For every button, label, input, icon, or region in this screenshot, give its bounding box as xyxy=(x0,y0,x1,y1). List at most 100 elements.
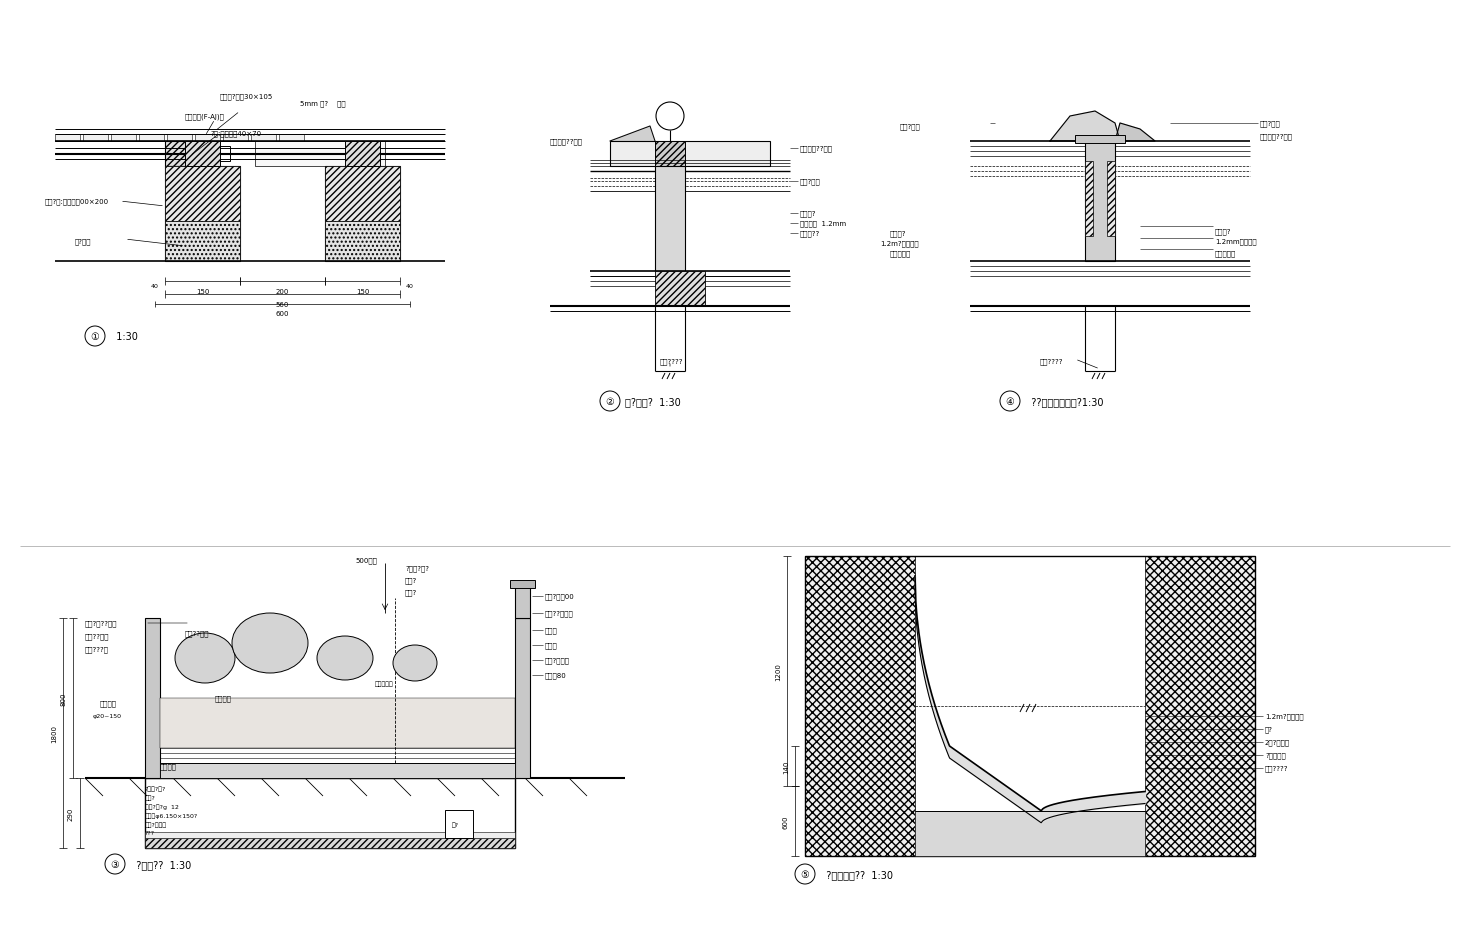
Text: 扶平?: 扶平? xyxy=(405,578,417,584)
Bar xyxy=(511,580,535,589)
Text: 140: 140 xyxy=(783,759,789,773)
Bar xyxy=(164,167,241,262)
Bar xyxy=(1108,162,1115,237)
Bar xyxy=(1146,556,1254,856)
Text: 排水管: 排水管 xyxy=(546,627,557,634)
Text: ?水大??  1:30: ?水大?? 1:30 xyxy=(131,859,191,869)
Ellipse shape xyxy=(317,636,373,680)
Text: 草墙?外??石草: 草墙?外??石草 xyxy=(85,620,117,626)
Text: 扶平?: 扶平? xyxy=(145,795,156,800)
Polygon shape xyxy=(610,127,654,142)
Text: 防水沙?: 防水沙? xyxy=(800,211,817,217)
Bar xyxy=(164,222,241,262)
Bar xyxy=(1086,162,1093,237)
Bar xyxy=(326,222,400,262)
Bar xyxy=(654,142,685,167)
Text: 1800: 1800 xyxy=(51,724,57,742)
Text: 板层?混凝土: 板层?混凝土 xyxy=(546,657,571,664)
Text: 290: 290 xyxy=(67,807,73,820)
Bar xyxy=(345,142,380,167)
Text: 置板土: 置板土 xyxy=(546,642,557,649)
Text: 素碎??碎石: 素碎??碎石 xyxy=(185,630,210,636)
Text: 草墙??碎石: 草墙??碎石 xyxy=(85,633,110,639)
Text: 600: 600 xyxy=(783,814,789,827)
Bar xyxy=(654,271,706,307)
Text: 600: 600 xyxy=(276,311,289,316)
Polygon shape xyxy=(1050,112,1119,142)
Text: ?池池底大??  1:30: ?池池底大?? 1:30 xyxy=(820,869,893,879)
Bar xyxy=(160,698,515,748)
Bar xyxy=(255,142,384,167)
Text: ①: ① xyxy=(91,331,100,342)
Bar xyxy=(167,135,192,142)
Bar xyxy=(445,811,472,838)
Bar xyxy=(164,142,216,167)
Text: 同层?做法: 同层?做法 xyxy=(899,124,921,130)
Text: 1200: 1200 xyxy=(775,663,780,680)
Text: 末?碎石: 末?碎石 xyxy=(75,239,91,245)
Bar xyxy=(805,556,915,856)
Bar xyxy=(185,142,220,167)
Text: 560: 560 xyxy=(276,301,289,308)
Text: 1:30: 1:30 xyxy=(110,331,138,342)
Text: ④: ④ xyxy=(1005,397,1014,406)
Text: 屑水絮管行: 屑水絮管行 xyxy=(890,251,911,257)
Text: 5mm 缝?    左右: 5mm 缝? 左右 xyxy=(299,100,346,108)
Text: ⑤: ⑤ xyxy=(801,869,810,879)
Text: 到底????: 到底???? xyxy=(1265,765,1288,771)
Text: 150: 150 xyxy=(195,288,210,295)
Text: 水?: 水? xyxy=(452,821,459,826)
Text: 200: 200 xyxy=(276,288,289,295)
Text: ?树石?围?: ?树石?围? xyxy=(405,565,428,572)
Text: 500以上: 500以上 xyxy=(355,557,377,563)
Bar xyxy=(515,619,530,778)
Text: 到屋????: 到屋???? xyxy=(660,358,684,365)
Text: 防水?: 防水? xyxy=(405,589,417,595)
Bar xyxy=(139,135,164,142)
Bar xyxy=(160,763,515,778)
Bar xyxy=(326,167,400,222)
Bar xyxy=(111,135,136,142)
Text: 混凝土垫  1.2mm: 混凝土垫 1.2mm xyxy=(800,221,846,227)
Bar xyxy=(515,583,530,619)
Text: 屑水絮??: 屑水絮?? xyxy=(800,230,820,237)
Text: 同层?做法: 同层?做法 xyxy=(1260,121,1281,127)
Bar xyxy=(251,135,276,142)
Bar xyxy=(54,135,81,142)
Text: ②: ② xyxy=(606,397,615,406)
Text: 1.2m?混凝土垫: 1.2m?混凝土垫 xyxy=(880,241,918,247)
Text: 板平?混凝土: 板平?混凝土 xyxy=(145,821,167,826)
Text: ??池石砌堤岸大?1:30: ??池石砌堤岸大?1:30 xyxy=(1025,397,1103,406)
Text: 屑水絮管行: 屑水絮管行 xyxy=(1215,251,1237,257)
Text: ?树石?围?: ?树石?围? xyxy=(145,785,166,791)
Bar xyxy=(195,135,220,142)
Text: 150: 150 xyxy=(356,288,370,295)
Text: 地板：?拉木30×105: 地板：?拉木30×105 xyxy=(220,94,273,100)
Text: 2碎?混凝土: 2碎?混凝土 xyxy=(1265,739,1289,745)
Text: 到层????: 到层???? xyxy=(1040,358,1064,365)
Text: 排水板80: 排水板80 xyxy=(546,672,566,679)
Bar xyxy=(279,135,304,142)
Text: 格格木寿: 格格木寿 xyxy=(160,763,178,769)
Bar xyxy=(915,812,1146,856)
Text: 木?道大?  1:30: 木?道大? 1:30 xyxy=(625,397,681,406)
Bar xyxy=(145,832,515,838)
Bar xyxy=(805,556,1254,856)
Bar xyxy=(654,167,685,271)
Bar xyxy=(145,838,515,848)
Text: 1.2mm混凝土垫: 1.2mm混凝土垫 xyxy=(1215,239,1257,245)
Text: 短柱?石:混凝土钢00×200: 短柱?石:混凝土钢00×200 xyxy=(45,198,109,205)
Text: φ20~150: φ20~150 xyxy=(92,714,122,719)
Text: 石砌堤岸??碎石: 石砌堤岸??碎石 xyxy=(1260,134,1292,140)
Text: ?槽:波层高斯40×70: ?槽:波层高斯40×70 xyxy=(210,130,261,138)
Text: 石砌堤岸??碎石: 石砌堤岸??碎石 xyxy=(800,145,833,153)
Text: 同屋?做法: 同屋?做法 xyxy=(800,179,820,185)
Text: 40: 40 xyxy=(406,285,414,289)
Bar xyxy=(145,619,160,778)
Text: 添水水管: 添水水管 xyxy=(100,700,117,707)
Bar xyxy=(84,135,109,142)
Text: 先施管大孔: 先施管大孔 xyxy=(376,680,393,686)
Text: 防水沙?: 防水沙? xyxy=(890,230,907,237)
Text: 女儿?加高00: 女儿?加高00 xyxy=(546,593,575,600)
Ellipse shape xyxy=(175,634,235,683)
